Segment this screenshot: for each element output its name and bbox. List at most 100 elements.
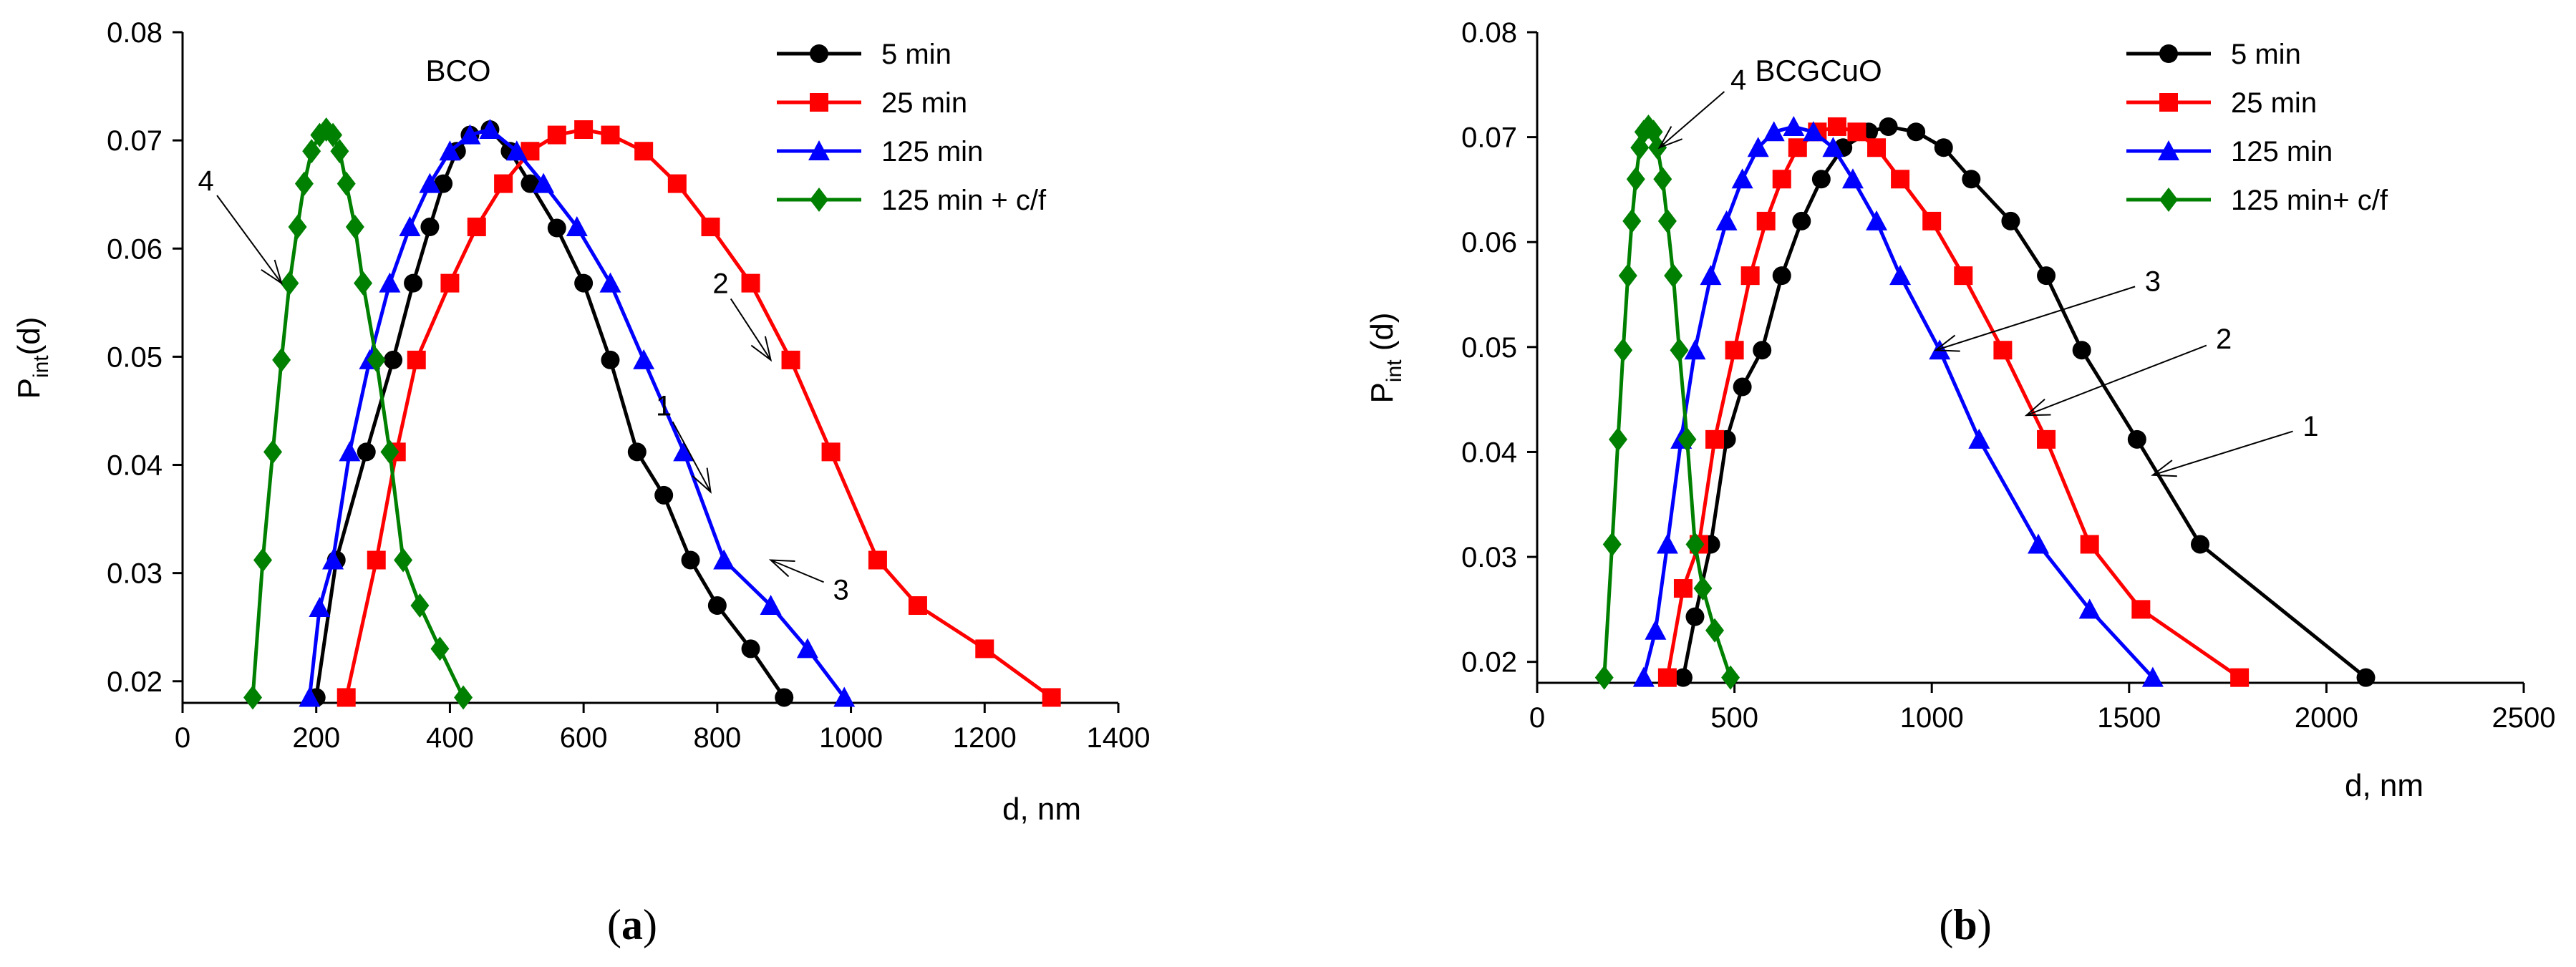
- data-point: [1772, 170, 1791, 189]
- x-tick-label: 500: [1710, 702, 1758, 734]
- data-point: [574, 273, 594, 293]
- x-tick-label: 800: [693, 722, 741, 754]
- y-tick-label: 0.04: [1461, 437, 1517, 468]
- data-point: [760, 594, 782, 615]
- y-axis-title-a-tail: (d): [11, 317, 47, 356]
- data-point: [1756, 211, 1776, 230]
- data-point: [601, 350, 620, 369]
- panel-caption-a-label: a: [621, 901, 643, 948]
- arrow-line: [770, 559, 824, 583]
- curve-annotation-3: 3: [768, 559, 849, 606]
- legend-item-4: 125 min+ c/f: [2126, 185, 2388, 216]
- data-point: [1673, 579, 1693, 598]
- data-point: [1866, 210, 1888, 230]
- data-point: [1827, 117, 1846, 136]
- data-point: [868, 550, 887, 570]
- series-4: [1594, 114, 1740, 690]
- data-point: [2037, 266, 2056, 286]
- curve-annotation-3: 3: [1933, 266, 2161, 352]
- y-axis-title-b-tail: (d): [1365, 312, 1400, 359]
- legend-item-3: 125 min: [2126, 136, 2333, 167]
- data-point: [479, 119, 501, 140]
- data-point: [294, 171, 314, 196]
- data-point: [379, 272, 401, 293]
- data-point: [741, 273, 760, 293]
- data-point: [627, 442, 647, 462]
- legend-label: 125 min+ c/f: [2231, 185, 2388, 216]
- data-point: [821, 442, 841, 462]
- series-4: [243, 117, 473, 710]
- data-point: [467, 218, 486, 237]
- data-point: [407, 350, 426, 369]
- legend-item-1: 5 min: [2126, 39, 2301, 70]
- legend-label: 5 min: [881, 39, 952, 70]
- x-tick-label: 400: [426, 722, 474, 754]
- data-point: [505, 140, 528, 161]
- data-point: [243, 685, 263, 710]
- legend-label: 25 min: [2231, 87, 2317, 119]
- data-point: [330, 139, 349, 164]
- x-tick-label: 0: [175, 722, 190, 754]
- legend-marker: [810, 188, 828, 212]
- data-point: [1602, 532, 1622, 557]
- x-tick-label: 2500: [2492, 702, 2556, 734]
- data-point: [701, 218, 720, 237]
- series-3: [299, 119, 856, 707]
- chart-title-a: BCO: [425, 54, 490, 87]
- legend-marker: [2158, 140, 2179, 160]
- data-point: [1934, 138, 1953, 157]
- legend-label: 125 min + c/f: [881, 185, 1047, 216]
- data-point: [547, 125, 566, 145]
- legend-label: 125 min: [881, 136, 983, 167]
- data-point: [324, 122, 343, 147]
- panel-caption-b: (b): [1939, 901, 1991, 948]
- legend-item-1: 5 min: [777, 39, 952, 70]
- data-point: [1684, 339, 1706, 360]
- data-point: [975, 639, 994, 659]
- data-point: [339, 441, 361, 462]
- data-point: [1740, 266, 1760, 286]
- data-point: [263, 439, 283, 465]
- data-point: [1802, 121, 1824, 142]
- arrow-line: [730, 298, 772, 361]
- data-point: [741, 639, 760, 659]
- data-point: [2001, 211, 2020, 230]
- data-point: [1715, 210, 1738, 230]
- x-tick-label: 1400: [1087, 722, 1151, 754]
- data-point: [2356, 668, 2376, 687]
- data-point: [302, 139, 321, 164]
- data-point: [574, 120, 594, 140]
- data-point: [566, 216, 588, 237]
- data-point: [1618, 263, 1637, 288]
- data-point: [1822, 137, 1844, 157]
- data-point: [410, 593, 430, 618]
- data-point: [419, 172, 441, 193]
- y-tick-label: 0.02: [107, 666, 163, 698]
- data-point: [833, 686, 856, 707]
- legend-item-3: 125 min: [777, 136, 983, 167]
- data-point: [1673, 668, 1693, 687]
- data-point: [1772, 266, 1791, 286]
- data-point: [908, 596, 927, 615]
- data-point: [459, 124, 481, 145]
- data-point: [2037, 429, 2056, 449]
- data-point: [1705, 618, 1725, 643]
- data-point: [533, 172, 555, 193]
- data-point: [633, 349, 655, 369]
- chart-panel-b: 0 500 1000 1500 2000 2500 0.02 0.03 0.04 0.05 0.06…: [1365, 17, 2555, 948]
- x-tick-label: 1500: [2097, 702, 2161, 734]
- data-point: [1731, 168, 1753, 189]
- legend-marker: [808, 140, 830, 160]
- x-tick-label: 2000: [2295, 702, 2358, 734]
- data-point: [494, 174, 513, 193]
- curve-label: 2: [2216, 324, 2232, 355]
- curve-label: 3: [2145, 266, 2161, 297]
- data-point: [272, 347, 291, 372]
- data-point: [1968, 428, 1990, 449]
- x-tick-label: 200: [292, 722, 340, 754]
- data-point: [1685, 532, 1705, 557]
- data-point: [673, 441, 695, 462]
- data-point: [1656, 533, 1678, 554]
- data-point: [599, 272, 621, 293]
